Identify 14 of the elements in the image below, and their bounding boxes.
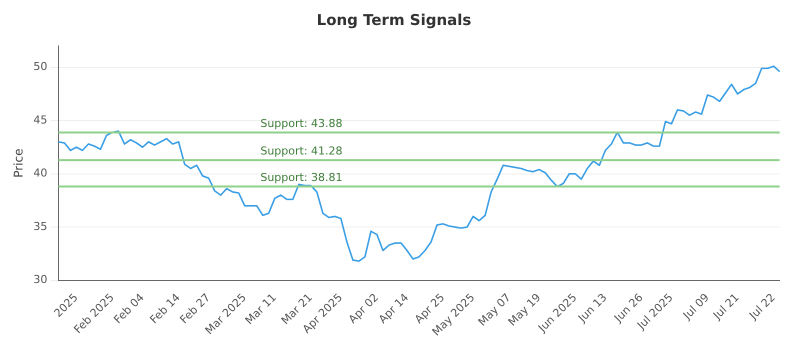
x-tick-label: Jul 21: [710, 290, 742, 323]
ref-line-label: Support: 38.81: [260, 170, 343, 184]
y-tick-label: 50: [33, 60, 48, 74]
x-tick-label: Jun 13: [575, 290, 610, 326]
y-tick-label: 35: [33, 220, 48, 233]
ref-line-label: Support: 43.88: [260, 116, 343, 130]
ref-line-label: Support: 41.28: [260, 144, 343, 158]
x-tick-label: Jul 09: [680, 290, 712, 323]
x-tick-label: Jul 22: [746, 290, 778, 323]
y-tick-label: 30: [33, 273, 48, 286]
chart-title: Long Term Signals: [316, 10, 472, 29]
y-tick-label: 40: [33, 166, 48, 180]
y-axis-title: Price: [11, 148, 26, 178]
y-tick-label: 45: [33, 113, 48, 126]
